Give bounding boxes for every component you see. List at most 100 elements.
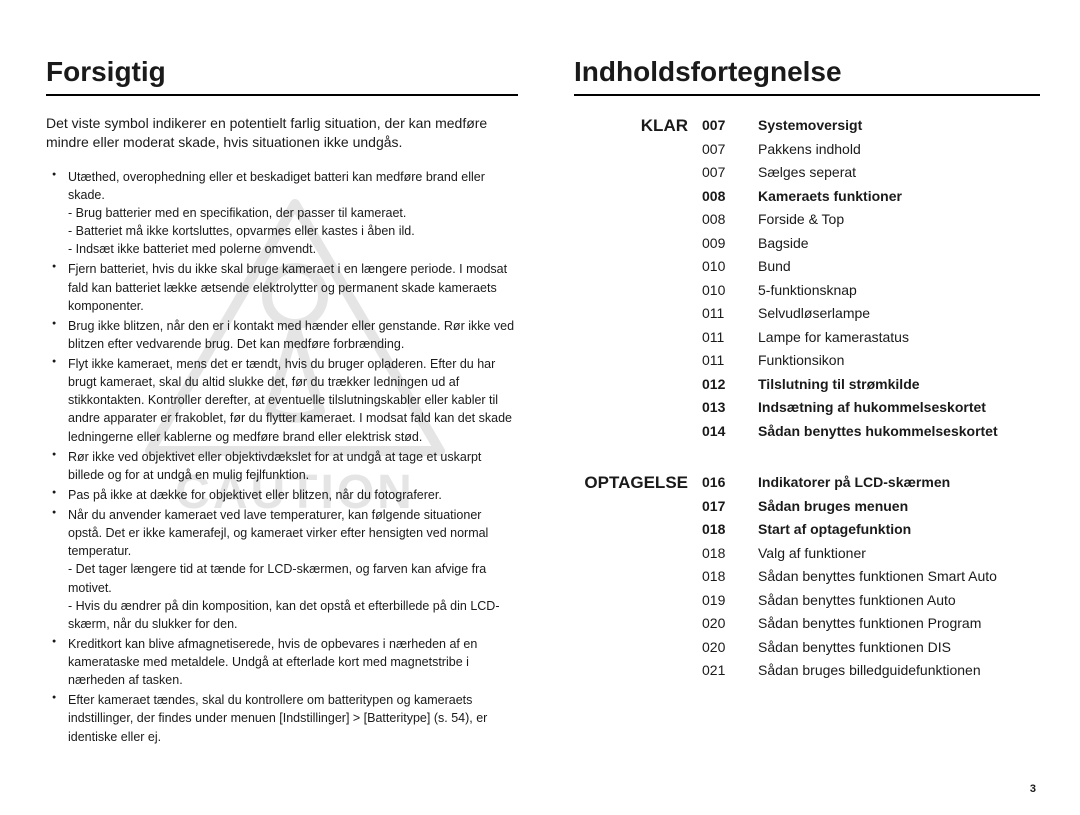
toc-title: Pakkens indhold <box>758 138 1040 162</box>
toc-title: Kameraets funktioner <box>758 185 1040 209</box>
warning-text: Flyt ikke kameraet, mens det er tændt, h… <box>68 357 512 444</box>
toc-row: 011 Funktionsikon <box>702 349 1040 373</box>
warning-subitem: Batteriet må ikke kortsluttes, opvarmes … <box>68 222 518 240</box>
toc-title: Lampe for kamerastatus <box>758 326 1040 350</box>
toc-title: Tilslutning til strømkilde <box>758 373 1040 397</box>
warning-text: Rør ikke ved objektivet eller objektivdæ… <box>68 450 481 482</box>
toc-page-number: 018 <box>702 542 738 566</box>
right-column: Indholdsfortegnelse KLAR007Systemoversig… <box>554 56 1040 791</box>
toc-title: Bund <box>758 255 1040 279</box>
warning-item: Utæthed, overophedning eller et beskadig… <box>66 168 518 259</box>
toc-title: Sådan benyttes funktionen Smart Auto <box>758 565 1040 589</box>
warning-text: Fjern batteriet, hvis du ikke skal bruge… <box>68 262 507 312</box>
warning-item: Efter kameraet tændes, skal du kontrolle… <box>66 691 518 745</box>
warning-text: Efter kameraet tændes, skal du kontrolle… <box>68 693 487 743</box>
table-of-contents: KLAR007Systemoversigt007Pakkens indhold0… <box>574 114 1040 683</box>
warning-item: Flyt ikke kameraet, mens det er tændt, h… <box>66 355 518 446</box>
toc-title: Sådan benyttes funktionen Auto <box>758 589 1040 613</box>
toc-page-number: 020 <box>702 612 738 636</box>
toc-page-number: 008 <box>702 185 738 209</box>
left-heading: Forsigtig <box>46 56 518 96</box>
toc-page-number: 008 <box>702 208 738 232</box>
toc-page-number: 010 <box>702 255 738 279</box>
toc-row: 018 Sådan benyttes funktionen Smart Auto <box>702 565 1040 589</box>
toc-row: 009 Bagside <box>702 232 1040 256</box>
toc-row: 014 Sådan benyttes hukommelseskortet <box>702 420 1040 444</box>
toc-page-number: 011 <box>702 349 738 373</box>
toc-page-number: 013 <box>702 396 738 420</box>
toc-page-number: 018 <box>702 518 738 542</box>
toc-title: Bagside <box>758 232 1040 256</box>
toc-row: 007 Sælges seperat <box>702 161 1040 185</box>
toc-title: Selvudløserlampe <box>758 302 1040 326</box>
toc-page-number: 011 <box>702 326 738 350</box>
toc-page-number: 019 <box>702 589 738 613</box>
toc-title: Sådan benyttes hukommelseskortet <box>758 420 1040 444</box>
toc-title: Start af optagefunktion <box>758 518 1040 542</box>
warning-item: Rør ikke ved objektivet eller objektivdæ… <box>66 448 518 484</box>
toc-page-number: 014 <box>702 420 738 444</box>
toc-row: 012Tilslutning til strømkilde <box>702 373 1040 397</box>
toc-title: Forside & Top <box>758 208 1040 232</box>
toc-row: 010 5-funktionsknap <box>702 279 1040 303</box>
toc-row: 021Sådan bruges billedguidefunktionen <box>702 659 1040 683</box>
warning-item: Brug ikke blitzen, når den er i kontakt … <box>66 317 518 353</box>
toc-page-number: 009 <box>702 232 738 256</box>
warning-text: Kreditkort kan blive afmagnetiserede, hv… <box>68 637 477 687</box>
toc-row: 007Systemoversigt <box>702 114 1040 138</box>
warning-item: Pas på ikke at dække for objektivet elle… <box>66 486 518 504</box>
manual-page: CAUTION Forsigtig Det viste symbol indik… <box>0 0 1080 815</box>
warning-subitem: Hvis du ændrer på din komposition, kan d… <box>68 597 518 633</box>
warning-text: Når du anvender kameraet ved lave temper… <box>68 508 488 558</box>
warnings-list: Utæthed, overophedning eller et beskadig… <box>46 168 518 746</box>
toc-page-number: 007 <box>702 161 738 185</box>
toc-row: 020 Sådan benyttes funktionen Program <box>702 612 1040 636</box>
toc-page-number: 020 <box>702 636 738 660</box>
right-heading: Indholdsfortegnelse <box>574 56 1040 96</box>
toc-page-number: 017 <box>702 495 738 519</box>
warning-item: Fjern batteriet, hvis du ikke skal bruge… <box>66 260 518 314</box>
toc-row: 011 Selvudløserlampe <box>702 302 1040 326</box>
toc-page-number: 011 <box>702 302 738 326</box>
toc-row: 007 Pakkens indhold <box>702 138 1040 162</box>
toc-page-number: 010 <box>702 279 738 303</box>
toc-title: Sådan bruges menuen <box>758 495 1040 519</box>
left-intro-text: Det viste symbol indikerer en potentielt… <box>46 114 518 152</box>
toc-row: 018 Valg af funktioner <box>702 542 1040 566</box>
toc-row: 018 Start af optagefunktion <box>702 518 1040 542</box>
toc-title: Sådan benyttes funktionen DIS <box>758 636 1040 660</box>
toc-row: 008 Forside & Top <box>702 208 1040 232</box>
toc-row: 017 Sådan bruges menuen <box>702 495 1040 519</box>
warning-subitem: Indsæt ikke batteriet med polerne omvend… <box>68 240 518 258</box>
toc-items: 016Indikatorer på LCD-skærmen017 Sådan br… <box>702 471 1040 683</box>
toc-section-label: KLAR <box>574 114 694 443</box>
toc-title: Valg af funktioner <box>758 542 1040 566</box>
toc-title: Indikatorer på LCD-skærmen <box>758 471 1040 495</box>
toc-row: 020 Sådan benyttes funktionen DIS <box>702 636 1040 660</box>
toc-title: Sådan bruges billedguidefunktionen <box>758 659 1040 683</box>
page-number: 3 <box>1030 783 1036 795</box>
toc-row: 016Indikatorer på LCD-skærmen <box>702 471 1040 495</box>
toc-page-number: 018 <box>702 565 738 589</box>
toc-title: Sådan benyttes funktionen Program <box>758 612 1040 636</box>
warning-item: Kreditkort kan blive afmagnetiserede, hv… <box>66 635 518 689</box>
toc-row: 008 Kameraets funktioner <box>702 185 1040 209</box>
warning-text: Pas på ikke at dække for objektivet elle… <box>68 488 442 502</box>
warning-subitem: Det tager længere tid at tænde for LCD-s… <box>68 560 518 596</box>
toc-page-number: 007 <box>702 138 738 162</box>
warning-text: Utæthed, overophedning eller et beskadig… <box>68 170 485 202</box>
toc-title: Funktionsikon <box>758 349 1040 373</box>
toc-row: 019 Sådan benyttes funktionen Auto <box>702 589 1040 613</box>
left-column: CAUTION Forsigtig Det viste symbol indik… <box>46 56 554 791</box>
toc-title: 5-funktionsknap <box>758 279 1040 303</box>
toc-row: 011 Lampe for kamerastatus <box>702 326 1040 350</box>
warning-text: Brug ikke blitzen, når den er i kontakt … <box>68 319 514 351</box>
toc-row: 013 Indsætning af hukommelseskortet <box>702 396 1040 420</box>
warning-subitem: Brug batterier med en specifikation, der… <box>68 204 518 222</box>
toc-title: Systemoversigt <box>758 114 1040 138</box>
toc-title: Indsætning af hukommelseskortet <box>758 396 1040 420</box>
warning-item: Når du anvender kameraet ved lave temper… <box>66 506 518 633</box>
toc-items: 007Systemoversigt007Pakkens indhold007Sæ… <box>702 114 1040 443</box>
toc-title: Sælges seperat <box>758 161 1040 185</box>
toc-row: 010 Bund <box>702 255 1040 279</box>
